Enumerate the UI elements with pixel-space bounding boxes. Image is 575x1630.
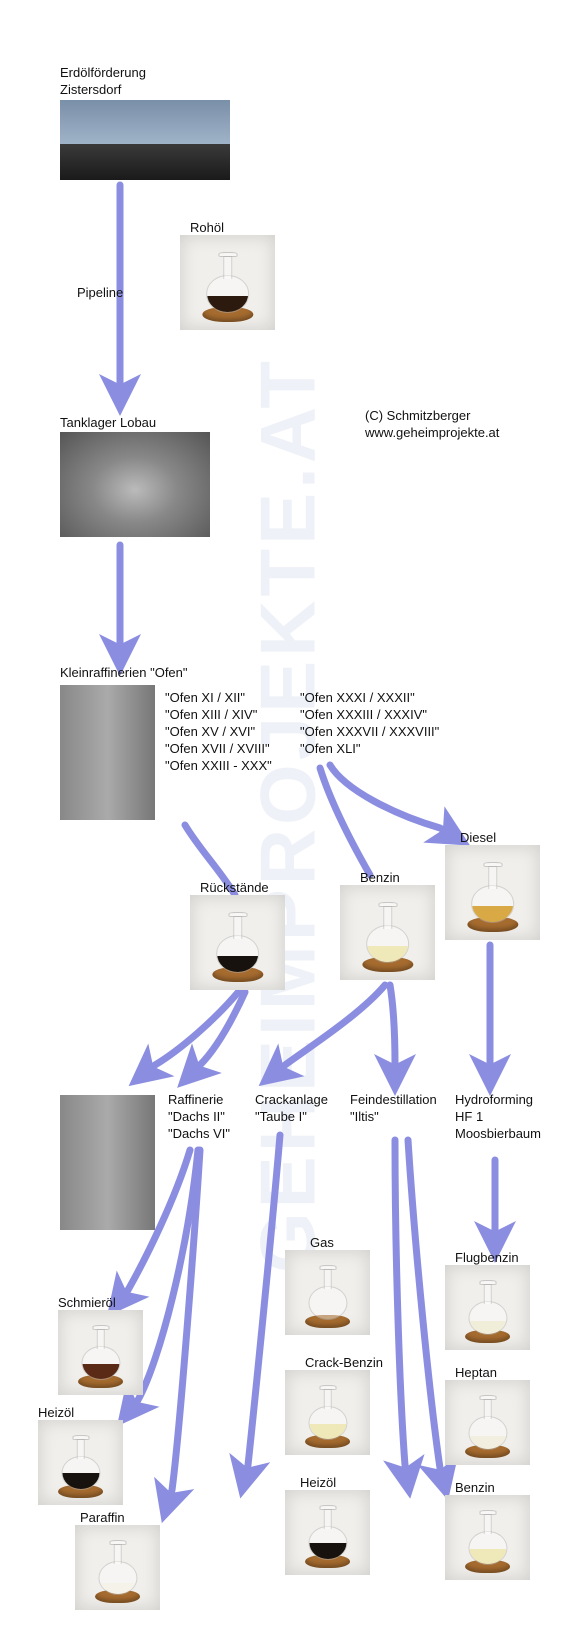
stage-tanklager-title: Tanklager Lobau bbox=[60, 415, 156, 432]
col-hydro: Hydroforming HF 1 Moosbierbaum bbox=[455, 1092, 541, 1143]
label-schmierol: Schmieröl bbox=[58, 1295, 116, 1312]
flask-paraffin bbox=[75, 1525, 160, 1610]
label-ruckstande: Rückstände bbox=[200, 880, 269, 897]
flask-flugbenzin bbox=[445, 1265, 530, 1350]
label-rohol: Rohöl bbox=[190, 220, 224, 237]
flask-crackbenzin bbox=[285, 1370, 370, 1455]
stage-ofen-title: Kleinraffinerien "Ofen" bbox=[60, 665, 188, 682]
flask-rohol bbox=[180, 235, 275, 330]
label-benzin-top: Benzin bbox=[360, 870, 400, 887]
label-flugbenzin: Flugbenzin bbox=[455, 1250, 519, 1267]
label-benzin-bot: Benzin bbox=[455, 1480, 495, 1497]
photo-zistersdorf bbox=[60, 100, 230, 180]
flask-heizol1 bbox=[38, 1420, 123, 1505]
label-gas: Gas bbox=[310, 1235, 334, 1252]
copyright: (C) Schmitzberger www.geheimprojekte.at bbox=[365, 408, 499, 442]
flask-benzin1 bbox=[340, 885, 435, 980]
col-fein: Feindestillation "Iltis" bbox=[350, 1092, 437, 1126]
col-raffinerie: Raffinerie "Dachs II" "Dachs VI" bbox=[168, 1092, 230, 1143]
col-crack: Crackanlage "Taube I" bbox=[255, 1092, 328, 1126]
stage-erdol-title: Erdölförderung Zistersdorf bbox=[60, 65, 146, 99]
flask-heptan bbox=[445, 1380, 530, 1465]
photo-lobau bbox=[60, 432, 210, 537]
label-crackbenzin: Crack-Benzin bbox=[305, 1355, 383, 1372]
label-diesel: Diesel bbox=[460, 830, 496, 847]
flask-diesel bbox=[445, 845, 540, 940]
label-paraffin: Paraffin bbox=[80, 1510, 125, 1527]
flask-schmierol bbox=[58, 1310, 143, 1395]
ofen-list-right: "Ofen XXXI / XXXII""Ofen XXXIII / XXXIV"… bbox=[300, 690, 439, 758]
label-heizol-left: Heizöl bbox=[38, 1405, 74, 1422]
photo-raffinerie bbox=[60, 1095, 155, 1230]
flask-heizol2 bbox=[285, 1490, 370, 1575]
label-heptan: Heptan bbox=[455, 1365, 497, 1382]
photo-ofen bbox=[60, 685, 155, 820]
label-pipeline: Pipeline bbox=[77, 285, 123, 302]
flask-gas bbox=[285, 1250, 370, 1335]
ofen-list-left: "Ofen XI / XII""Ofen XIII / XIV""Ofen XV… bbox=[165, 690, 272, 774]
flask-ruckstande bbox=[190, 895, 285, 990]
flask-benzin2 bbox=[445, 1495, 530, 1580]
label-heizol-mid: Heizöl bbox=[300, 1475, 336, 1492]
